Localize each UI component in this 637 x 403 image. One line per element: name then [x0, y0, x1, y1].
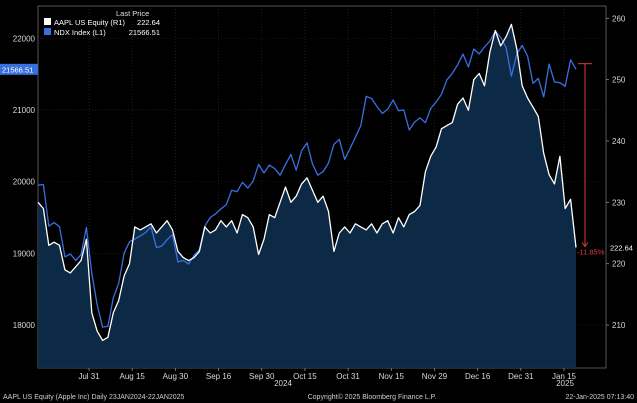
year-label-2025: 2025	[556, 379, 574, 388]
ndx-line	[37, 30, 577, 328]
legend-label-aapl: AAPL US Equity (R1)	[54, 18, 125, 27]
legend-label-ndx: NDX Index (L1)	[54, 28, 106, 37]
annotation-change-text: -11.85%	[577, 247, 605, 256]
year-label-2024: 2024	[274, 379, 292, 388]
legend-swatch-aapl	[44, 18, 51, 25]
y-right-tick-label: 210	[612, 321, 626, 330]
x-tick-label: Oct 31	[336, 372, 360, 381]
legend-value-aapl: 222.64	[137, 18, 160, 27]
x-tick-label: Dec 31	[508, 372, 534, 381]
aapl-area-fill	[38, 24, 576, 369]
y-right-tick-label: 230	[612, 198, 626, 207]
aapl-area	[38, 24, 576, 369]
y-right-tick-label: 260	[612, 14, 626, 23]
aapl-last-badge: 222.64	[607, 241, 637, 253]
x-tick-label: Oct 15	[293, 372, 317, 381]
annotation-arrow	[581, 242, 589, 248]
y-left-tick-label: 21000	[13, 106, 36, 115]
y-left-tick-label: 22000	[13, 34, 36, 43]
x-tick-label: Nov 15	[379, 372, 405, 381]
x-axis: Jul 31 Aug 15 Aug 30 Sep 16 Sep 30 Oct 15 Oct …	[78, 368, 577, 381]
x-tick-label: Sep 30	[249, 372, 275, 381]
aapl-last-value: 222.64	[610, 243, 633, 252]
y-left-tick-label: 19000	[13, 249, 36, 258]
x-tick-label: Jan 15	[552, 372, 577, 381]
legend: Last Price AAPL US Equity (R1) 222.64 ND…	[44, 9, 160, 37]
x-tick-label: Nov 29	[422, 372, 448, 381]
x-tick-label: Dec 16	[465, 372, 491, 381]
change-annotation: -11.85%	[577, 63, 605, 256]
footer-security-info: AAPL US Equity (Apple Inc) Daily 23JAN20…	[3, 394, 185, 401]
y-right-tick-label: 240	[612, 137, 626, 146]
y-axis-right: 210 220 230 240 250 260	[606, 14, 626, 330]
legend-swatch-ndx	[44, 28, 51, 35]
series-lines	[37, 23, 577, 342]
footer-timestamp: 22-Jan-2025 07:13:40	[566, 394, 635, 401]
legend-value-ndx: 21566.51	[129, 28, 160, 37]
x-tick-label: Sep 16	[206, 372, 232, 381]
y-left-tick-label: 18000	[13, 321, 36, 330]
ndx-last-badge: 21566.51	[0, 63, 38, 75]
footer-copyright: Copyright© 2025 Bloomberg Finance L.P.	[308, 393, 437, 401]
x-tick-label: Jul 31	[78, 372, 100, 381]
y-right-tick-label: 250	[612, 76, 626, 85]
y-right-tick-label: 220	[612, 260, 626, 269]
x-tick-label: Aug 30	[163, 372, 189, 381]
legend-header: Last Price	[116, 9, 149, 18]
x-tick-label: Aug 15	[120, 372, 146, 381]
aapl-line	[37, 23, 577, 342]
ndx-last-value: 21566.51	[2, 65, 33, 74]
y-axis-left: 18000 19000 20000 21000 22000	[13, 34, 36, 330]
y-left-tick-label: 20000	[13, 178, 36, 187]
